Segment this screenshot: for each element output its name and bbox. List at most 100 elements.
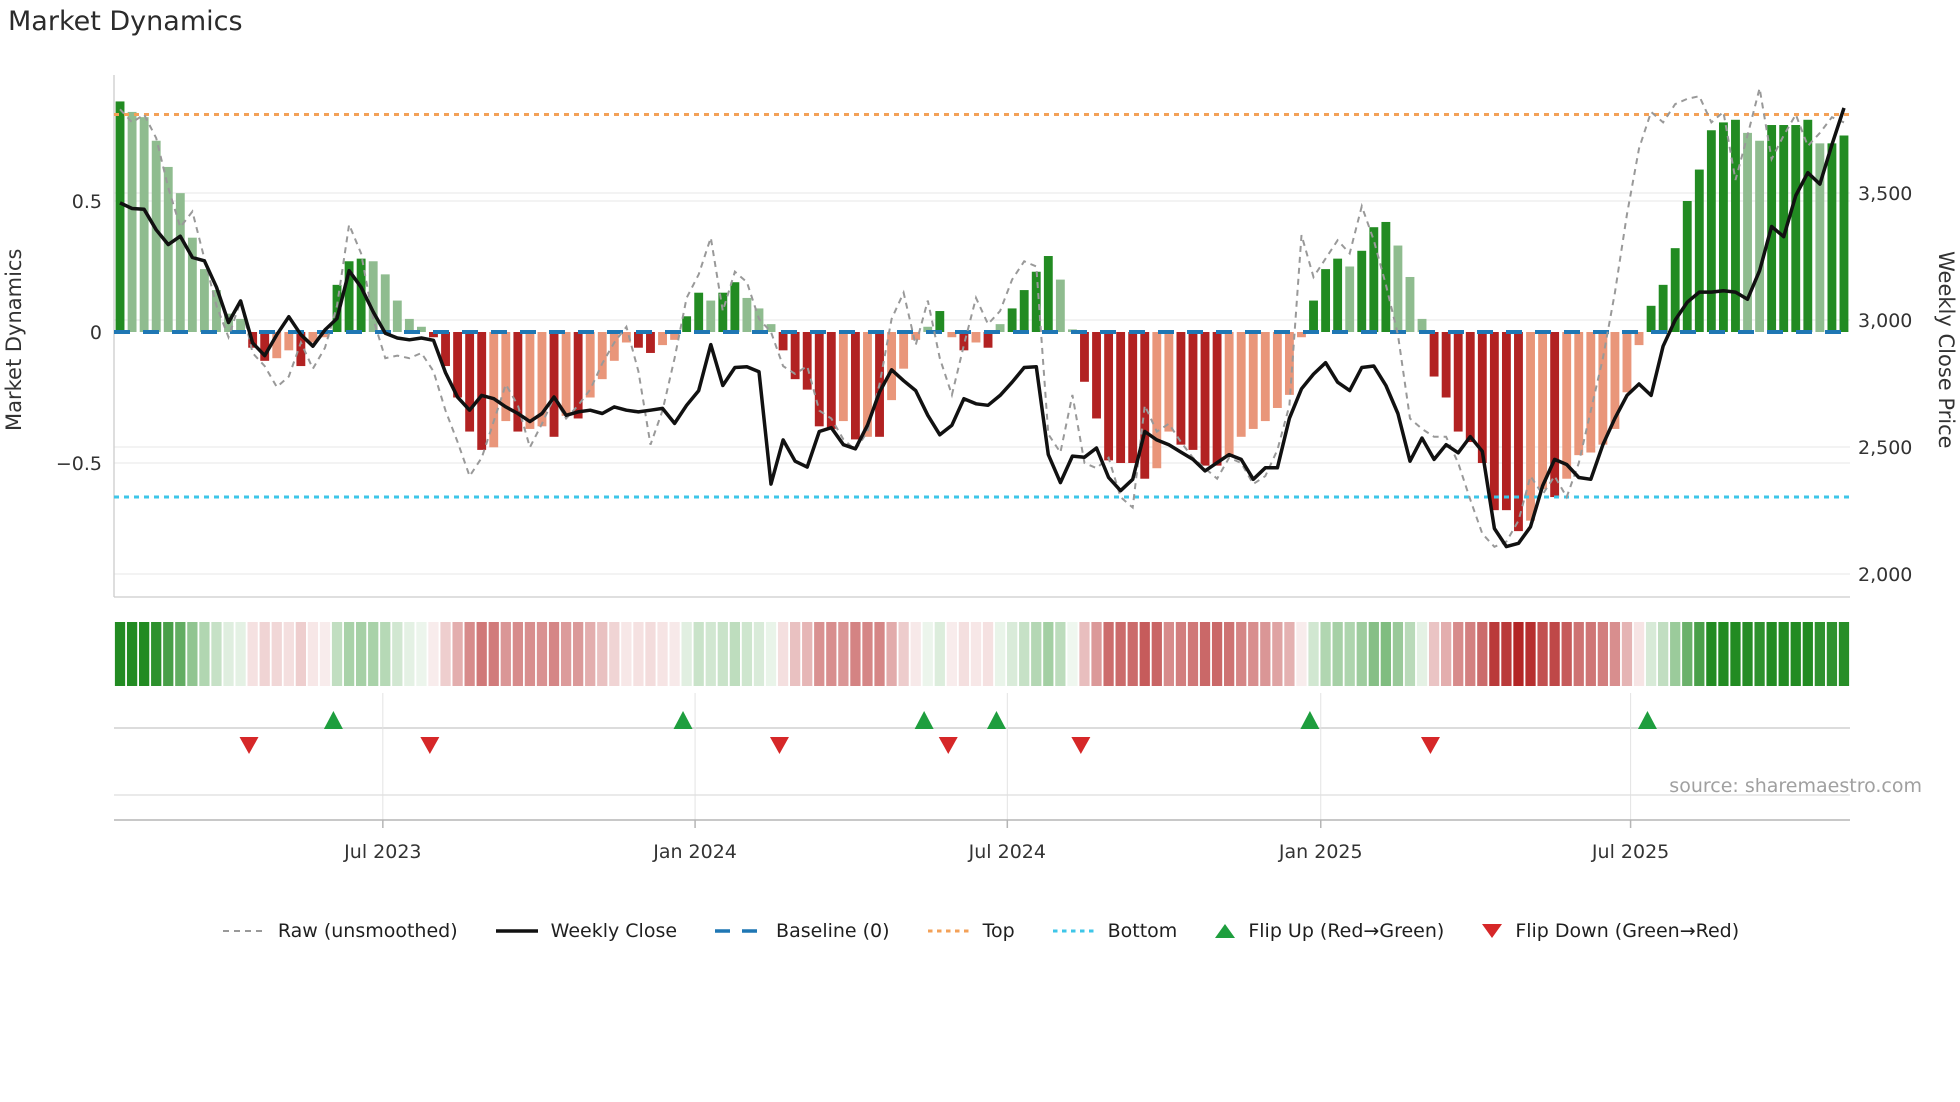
oscillator-bar — [537, 332, 547, 427]
heatmap-cell — [705, 622, 716, 686]
oscillator-bar — [899, 332, 909, 369]
flip-down-marker — [769, 737, 789, 754]
heatmap-cell — [440, 622, 451, 686]
oscillator-bar — [947, 332, 957, 338]
heatmap-cell — [1537, 622, 1548, 686]
heatmap-cell — [1139, 622, 1150, 686]
x-tick-label: Jan 2025 — [1278, 841, 1363, 863]
oscillator-bar — [236, 318, 246, 332]
right-axis-label: Weekly Close Price — [1934, 251, 1958, 449]
flip-up-marker — [986, 711, 1006, 729]
flip-down-marker — [420, 737, 440, 754]
source-text: source: sharemaestro.com — [1669, 775, 1922, 797]
oscillator-bar — [670, 332, 680, 340]
heatmap-cell — [1127, 622, 1138, 686]
oscillator-bar — [597, 332, 607, 380]
oscillator-bar — [1441, 332, 1451, 398]
oscillator-bar — [1140, 332, 1150, 479]
oscillator-bar — [742, 297, 752, 332]
heatmap-cell — [1633, 622, 1645, 686]
heatmap-cell — [536, 622, 548, 686]
heatmap-cell — [585, 622, 596, 686]
legend-item-flip-down: Flip Down (Green→Red) — [1480, 920, 1739, 942]
left-tick-label: 0.5 — [72, 191, 102, 213]
heatmap-cell — [1187, 622, 1199, 686]
heatmap-cell — [1019, 622, 1030, 686]
heatmap-cell — [922, 622, 933, 686]
heatmap-cell — [1067, 622, 1078, 686]
oscillator-bar — [1755, 140, 1765, 332]
oscillator-bar — [1682, 201, 1692, 332]
oscillator-bar — [1646, 305, 1656, 332]
heatmap-cell — [946, 622, 957, 686]
oscillator-bar — [923, 326, 933, 332]
oscillator-bar — [1248, 332, 1258, 429]
oscillator-bar — [1586, 332, 1596, 453]
oscillator-bar — [453, 332, 463, 398]
heatmap-cell — [139, 622, 150, 686]
heatmap-cell — [1368, 622, 1379, 686]
left-tick-label: −0.5 — [56, 453, 102, 475]
oscillator-bar — [1417, 318, 1427, 332]
x-tick-label: Jul 2025 — [1591, 841, 1669, 863]
heatmap-cell — [1380, 622, 1391, 686]
oscillator-bar — [404, 318, 414, 332]
chart-canvas: 0.5 0 −0.5 3,500 3,000 2,500 2,000 Jul 2023 Jan … — [56, 75, 1922, 863]
heatmap-cell — [356, 622, 367, 686]
legend-label: Baseline (0) — [776, 920, 890, 942]
oscillator-bar — [320, 332, 330, 338]
heatmap-cell — [1211, 622, 1223, 686]
heatmap-cell — [1356, 622, 1367, 686]
heatmap-cell — [343, 622, 355, 686]
oscillator-bar — [1152, 332, 1162, 469]
heatmap-cell — [1441, 622, 1452, 686]
heatmap-cell — [1477, 622, 1488, 686]
heatmap-cell — [1706, 622, 1717, 686]
heatmap-cell — [1031, 622, 1042, 686]
oscillator-bar — [1465, 332, 1475, 443]
heatmap-cell — [464, 622, 475, 686]
heatmap-cell — [319, 622, 331, 686]
heatmap-cell — [211, 622, 222, 686]
oscillator-bar — [585, 332, 595, 398]
oscillator-bar — [1019, 290, 1029, 332]
oscillator-bar — [561, 332, 571, 416]
heatmap-cell — [1260, 622, 1271, 686]
oscillator-bars — [115, 101, 1849, 532]
oscillator-bar — [356, 258, 366, 332]
heatmap-cell — [1453, 622, 1464, 686]
heatmap-cell — [1718, 622, 1729, 686]
heatmap-cell — [910, 622, 921, 686]
oscillator-bar — [513, 332, 523, 432]
oscillator-bar — [1634, 332, 1644, 346]
heatmap-cell — [295, 622, 306, 686]
heatmap-cell — [1525, 622, 1536, 686]
oscillator-bar — [766, 324, 776, 332]
oscillator-bar — [621, 332, 631, 343]
heatmap-cell — [223, 622, 234, 686]
heatmap-cell — [1465, 622, 1476, 686]
oscillator-bar — [1345, 266, 1355, 332]
legend-item-weekly-close: Weekly Close — [494, 920, 677, 942]
heatmap-cell — [199, 622, 210, 686]
oscillator-bar — [887, 332, 897, 401]
baseline-line-icon — [715, 929, 764, 933]
oscillator-bar — [308, 332, 318, 343]
oscillator-bar — [1489, 332, 1499, 511]
oscillator-bar — [1526, 332, 1535, 521]
oscillator-bar — [1429, 332, 1439, 377]
oscillator-bar — [1260, 332, 1270, 422]
heatmap-cell — [753, 622, 765, 686]
oscillator-bar — [718, 292, 728, 332]
oscillator-bar — [863, 332, 872, 437]
heatmap-cell — [1489, 622, 1500, 686]
oscillator-bar — [850, 332, 860, 440]
raw-line — [119, 88, 1845, 548]
oscillator-bar — [1501, 332, 1511, 511]
heatmap-cell — [898, 622, 909, 686]
heatmap-cell — [693, 622, 704, 686]
heatmap-cell — [1428, 622, 1440, 686]
heatmap-cell — [1766, 622, 1777, 686]
oscillator-bar — [525, 332, 535, 429]
heatmap-cell — [1308, 622, 1319, 686]
